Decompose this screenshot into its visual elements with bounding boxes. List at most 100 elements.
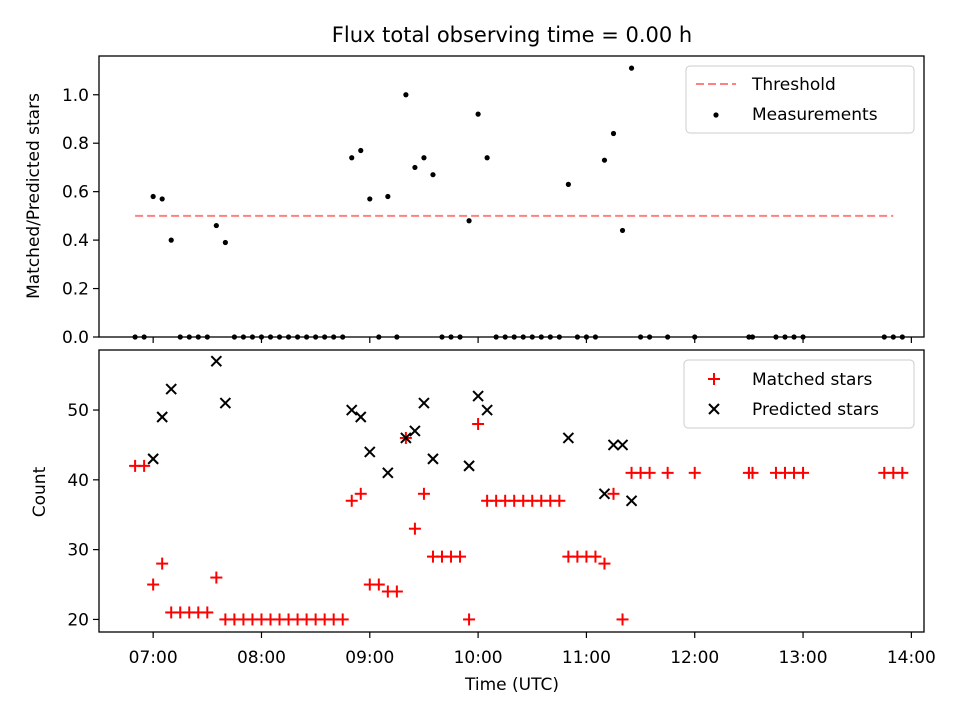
measurement-point — [213, 222, 219, 229]
measurement-point — [466, 218, 472, 224]
measurement-point — [412, 164, 418, 171]
matched-star-point — [156, 557, 169, 570]
matched-star-point — [746, 466, 759, 479]
predicted-star-point — [418, 397, 430, 409]
measurement-point — [150, 193, 156, 200]
top-legend-box — [685, 65, 915, 134]
predicted-star-point — [616, 439, 629, 451]
x-tick-label: 09:00 — [345, 648, 394, 668]
predicted-star-point — [562, 432, 575, 444]
matched-star-point — [472, 417, 485, 430]
y-tick-label: 50 — [67, 401, 89, 421]
top-y-axis-label: Matched/Predicted stars — [24, 93, 44, 299]
y-tick-label: 0.4 — [62, 231, 89, 251]
matched-star-point — [598, 557, 611, 570]
bottom-legend: Matched stars Predicted stars — [683, 359, 915, 429]
measurement-point — [159, 196, 165, 202]
x-tick-label: 12:00 — [670, 648, 719, 668]
bottom-y-ticks: 20 30 40 50 — [67, 401, 99, 630]
top-legend: Threshold Measurements — [685, 65, 915, 134]
x-tick-label: 10:00 — [454, 648, 503, 668]
matched-star-point — [138, 459, 151, 472]
predicted-star-point — [364, 446, 376, 458]
measurement-point — [168, 237, 174, 243]
top-y-ticks: 0.0 0.2 0.4 0.6 0.8 1.0 — [62, 86, 99, 348]
predicted-star-point — [598, 488, 611, 500]
bottom-axes-frame — [98, 349, 925, 633]
matched-star-point — [616, 613, 629, 626]
bottom-plot-area — [129, 355, 909, 626]
matched-star-point — [390, 585, 403, 598]
top-x-ticks — [152, 337, 912, 343]
measurement-point — [367, 196, 373, 202]
top-axes-frame — [98, 55, 925, 338]
predicted-star-point — [165, 383, 177, 395]
measurement-point — [619, 227, 626, 234]
matched-star-point — [372, 578, 385, 591]
y-tick-label: 30 — [67, 541, 89, 561]
predicted-star-point — [625, 495, 638, 507]
matched-star-point — [354, 487, 367, 500]
measurement-point — [403, 92, 409, 98]
predicted-star-point — [346, 404, 358, 416]
x-axis-label: Time (UTC) — [464, 675, 559, 695]
bottom-panel: 20 30 40 50 07:00 08:00 09:00 10:00 11:00 12:00 1… — [30, 349, 936, 695]
matched-star-point — [201, 606, 214, 619]
y-tick-label: 1.0 — [62, 86, 89, 106]
matched-star-point — [797, 466, 810, 479]
x-tick-label: 14:00 — [887, 648, 936, 668]
measurement-point — [222, 239, 228, 246]
matched-star-point — [210, 571, 223, 584]
matched-star-point — [336, 613, 349, 626]
legend-predicted-swatch — [708, 403, 720, 415]
measurement-point — [565, 181, 571, 187]
matched-star-point — [643, 466, 656, 479]
predicted-star-point — [427, 453, 439, 465]
x-tick-label: 08:00 — [237, 648, 286, 668]
measurement-point — [385, 193, 391, 200]
top-panel: Flux total observing time = 0.00 h 0.0 0.… — [24, 23, 925, 348]
predicted-star-point — [409, 425, 421, 437]
matched-star-point — [553, 494, 566, 507]
predicted-star-point — [382, 467, 394, 479]
matched-star-point — [589, 550, 602, 563]
predicted-star-point — [607, 439, 620, 451]
legend-threshold-label: Threshold — [751, 75, 836, 95]
predicted-star-point — [481, 404, 493, 416]
predicted-star-point — [400, 432, 412, 444]
legend-matched-label: Matched stars — [752, 370, 872, 390]
predicted-star-point — [147, 453, 159, 465]
measurement-point — [610, 130, 617, 137]
y-tick-label: 0.6 — [62, 183, 89, 203]
matched-star-point — [463, 613, 476, 626]
measurement-point — [358, 147, 364, 154]
chart-title: Flux total observing time = 0.00 h — [332, 23, 692, 47]
matched-star-point — [661, 466, 674, 479]
matched-star-point — [688, 466, 701, 479]
x-tick-label: 13:00 — [779, 648, 828, 668]
matched-star-point — [408, 522, 421, 535]
matched-star-point — [607, 487, 620, 500]
matched-star-point — [147, 578, 160, 591]
predicted-star-point — [463, 460, 475, 472]
y-tick-label: 0.0 — [62, 328, 89, 348]
x-tick-label: 11:00 — [562, 648, 611, 668]
measurement-point — [484, 155, 490, 161]
matched-star-point — [345, 494, 358, 507]
measurement-point — [601, 157, 608, 163]
matched-star-point — [417, 487, 430, 500]
measurement-point — [430, 172, 436, 178]
predicted-star-point — [355, 411, 367, 423]
predicted-star-point — [472, 390, 484, 402]
bottom-x-ticks: 07:00 08:00 09:00 10:00 11:00 12:00 13:00 14:00 — [129, 632, 936, 668]
bottom-legend-box — [683, 359, 915, 429]
legend-measurements-swatch — [713, 112, 719, 118]
predicted-star-point — [219, 397, 232, 409]
measurement-point — [349, 155, 355, 161]
x-tick-label: 07:00 — [129, 648, 178, 668]
y-tick-label: 0.2 — [62, 280, 89, 300]
matched-star-point — [454, 550, 467, 563]
y-tick-label: 20 — [67, 610, 89, 630]
measurement-point — [628, 65, 635, 71]
